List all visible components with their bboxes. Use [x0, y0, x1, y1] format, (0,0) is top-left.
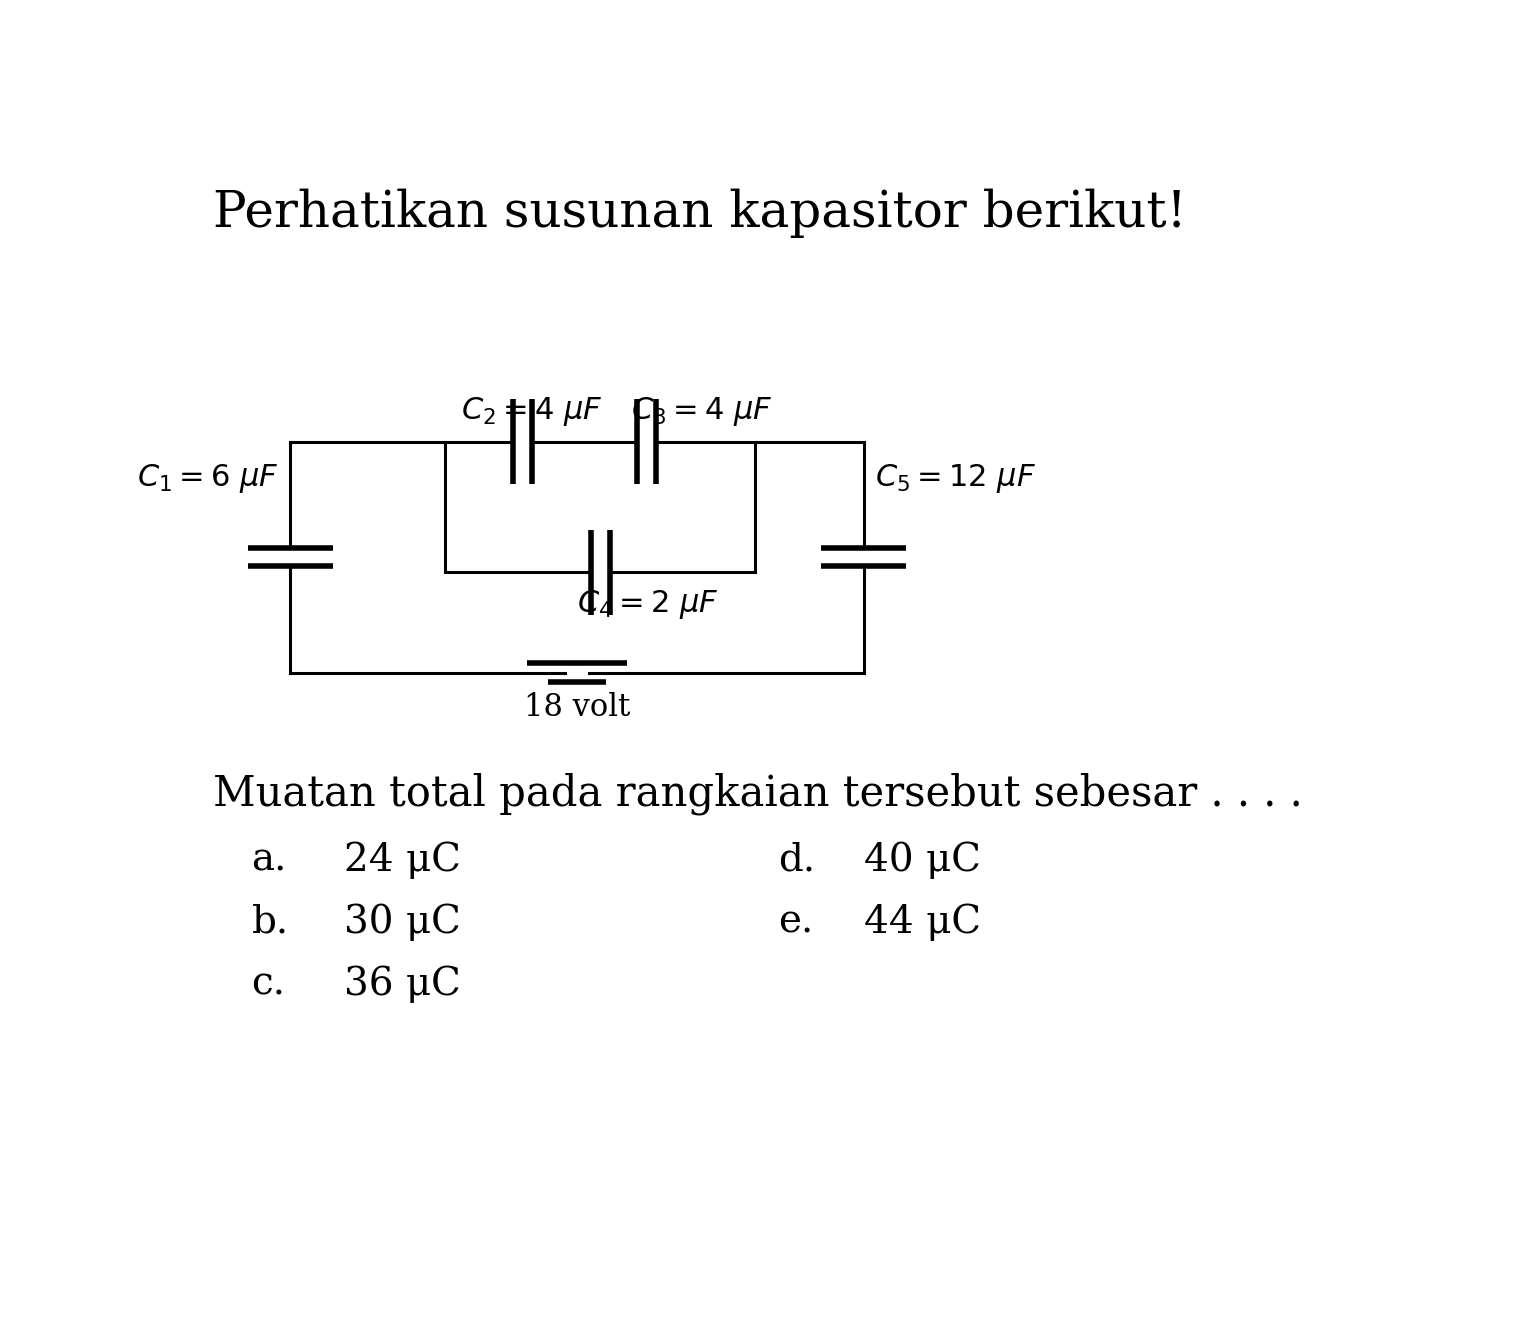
Text: Muatan total pada rangkaian tersebut sebesar . . . .: Muatan total pada rangkaian tersebut seb…: [212, 772, 1302, 815]
Text: 18 volt: 18 volt: [525, 692, 631, 722]
Text: 30 μC: 30 μC: [344, 904, 461, 941]
Text: d.: d.: [779, 842, 816, 879]
Text: a.: a.: [252, 842, 287, 879]
Text: 36 μC: 36 μC: [344, 965, 461, 1003]
Text: $C_2 = 4\ \mu F$: $C_2 = 4\ \mu F$: [461, 394, 602, 427]
Text: 40 μC: 40 μC: [864, 842, 981, 879]
Text: $C_4 = 2\ \mu F$: $C_4 = 2\ \mu F$: [578, 588, 719, 621]
Text: b.: b.: [252, 904, 288, 941]
Text: Perhatikan susunan kapasitor berikut!: Perhatikan susunan kapasitor berikut!: [212, 188, 1187, 239]
Text: e.: e.: [779, 904, 814, 941]
Text: 24 μC: 24 μC: [344, 842, 461, 879]
Text: $C_5 = 12\ \mu F$: $C_5 = 12\ \mu F$: [875, 463, 1037, 496]
Text: $C_1 = 6\ \mu F$: $C_1 = 6\ \mu F$: [136, 463, 279, 496]
Text: c.: c.: [252, 965, 285, 1002]
Text: $C_3 = 4\ \mu F$: $C_3 = 4\ \mu F$: [631, 394, 773, 427]
Text: 44 μC: 44 μC: [864, 904, 981, 941]
